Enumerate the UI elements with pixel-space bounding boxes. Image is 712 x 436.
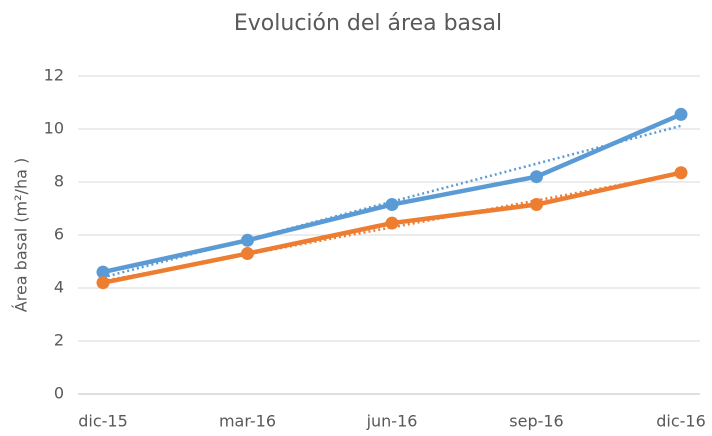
y-tick-label: 0 xyxy=(54,384,64,403)
y-tick-label: 6 xyxy=(54,225,64,244)
x-tick-label: mar-16 xyxy=(219,412,276,431)
data-point xyxy=(530,170,543,184)
y-tick-label: 8 xyxy=(54,172,64,191)
y-tick-label: 2 xyxy=(54,331,64,350)
data-point xyxy=(385,198,399,212)
data-point xyxy=(241,233,254,247)
y-tick-label: 10 xyxy=(44,119,64,138)
x-tick-label: jun-16 xyxy=(366,412,418,431)
data-point xyxy=(674,107,688,121)
x-tick-label: dic-16 xyxy=(656,412,706,431)
data-point xyxy=(385,216,399,230)
data-point xyxy=(241,247,254,261)
data-point xyxy=(674,166,688,180)
chart-title: Evolución del área basal xyxy=(234,11,502,36)
x-tick-label: sep-16 xyxy=(509,412,563,431)
data-point xyxy=(530,198,543,212)
data-point xyxy=(96,265,110,279)
y-tick-label: 4 xyxy=(54,278,64,297)
y-tick-label: 12 xyxy=(44,66,64,85)
x-tick-label: dic-15 xyxy=(78,412,128,431)
data-point xyxy=(96,276,110,290)
y-axis-label: Área basal (m²/ha ) xyxy=(12,158,31,312)
